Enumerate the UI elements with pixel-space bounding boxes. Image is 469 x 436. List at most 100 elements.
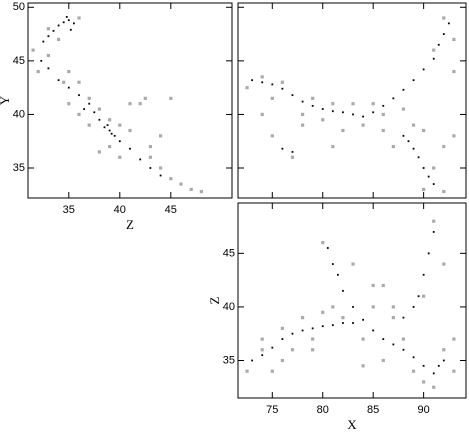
black-point: [427, 252, 430, 255]
black-point: [412, 306, 415, 308]
black-point: [362, 318, 364, 321]
gray-point: [199, 189, 203, 194]
black-point: [352, 306, 354, 308]
y-tick-label: 35: [13, 162, 25, 174]
black-point: [139, 158, 142, 161]
x-tick-label: 85: [367, 404, 379, 416]
black-point: [261, 81, 264, 84]
black-point: [281, 87, 284, 90]
gray-point: [77, 80, 81, 84]
gray-point: [442, 144, 446, 149]
black-point: [342, 322, 344, 324]
black-point: [88, 102, 91, 105]
gray-point: [341, 316, 345, 320]
gray-point: [77, 16, 81, 20]
gray-point: [442, 348, 446, 352]
black-point: [362, 115, 364, 118]
black-point: [417, 156, 420, 159]
gray-point: [391, 305, 395, 309]
gray-point: [270, 369, 274, 373]
gray-point: [411, 369, 416, 373]
gray-point: [97, 150, 101, 154]
black-point: [326, 247, 329, 249]
gray-point: [31, 48, 35, 52]
black-point: [372, 329, 375, 332]
black-point: [392, 343, 395, 346]
gray-point: [169, 177, 173, 181]
gray-point: [270, 134, 274, 138]
gray-point: [46, 53, 50, 58]
gray-point: [97, 107, 101, 111]
gray-point: [422, 128, 426, 133]
x-tick-label: 75: [266, 404, 278, 416]
gray-point: [290, 155, 295, 159]
gray-point: [351, 102, 355, 106]
gray-point: [245, 86, 249, 90]
gray-point: [62, 80, 66, 84]
black-point: [106, 124, 109, 127]
gray-point: [245, 369, 249, 373]
gray-point: [87, 96, 91, 100]
black-point: [342, 111, 344, 114]
x-tick-label: 35: [63, 204, 75, 216]
gray-point: [321, 118, 325, 122]
black-point: [281, 338, 284, 340]
black-point: [83, 108, 85, 110]
black-point: [47, 35, 50, 38]
black-point: [57, 79, 60, 82]
black-point: [40, 59, 43, 62]
black-point: [291, 332, 294, 335]
gray-point: [67, 69, 71, 74]
black-point: [281, 147, 284, 150]
black-point: [57, 24, 60, 27]
gray-point: [341, 128, 345, 133]
black-point: [402, 134, 405, 137]
gray-point: [381, 112, 385, 117]
y-tick-label: 45: [223, 247, 235, 259]
black-point: [110, 132, 113, 135]
gray-point: [87, 123, 91, 127]
gray-point: [108, 118, 112, 122]
gray-point: [270, 96, 274, 100]
black-point: [352, 322, 354, 324]
black-point: [42, 40, 45, 43]
black-point: [372, 111, 375, 114]
black-point: [301, 329, 304, 332]
black-point: [311, 104, 314, 107]
black-point: [382, 338, 385, 340]
black-point: [336, 273, 339, 276]
black-point: [291, 151, 294, 153]
black-point: [432, 183, 435, 185]
gray-point: [371, 305, 375, 309]
black-point: [442, 33, 445, 35]
x-tick-label: 45: [165, 204, 177, 216]
gray-point: [189, 187, 193, 192]
black-point: [447, 22, 450, 25]
x-axis-label: X: [347, 417, 357, 432]
black-point: [321, 108, 324, 110]
gray-point: [442, 262, 446, 266]
gray-point: [391, 316, 395, 320]
x-tick-label: 90: [418, 404, 430, 416]
plot-frame: [237, 202, 467, 399]
gray-point: [452, 369, 456, 373]
black-point: [129, 147, 131, 150]
black-point: [407, 140, 410, 143]
black-point: [159, 174, 162, 177]
y-axis-label: Y: [0, 95, 12, 105]
gray-point: [361, 364, 365, 368]
black-point: [67, 86, 70, 89]
gray-point: [290, 348, 295, 352]
gray-point: [260, 112, 264, 117]
black-point: [422, 167, 425, 169]
y-tick-label: 40: [13, 108, 25, 120]
black-point: [432, 372, 435, 375]
gray-point: [391, 144, 395, 149]
black-point: [103, 126, 106, 129]
y-tick-label: 45: [13, 55, 25, 67]
black-point: [402, 88, 405, 91]
black-point: [271, 346, 274, 349]
black-point: [432, 57, 435, 60]
black-point: [271, 83, 274, 86]
black-point: [93, 111, 96, 114]
